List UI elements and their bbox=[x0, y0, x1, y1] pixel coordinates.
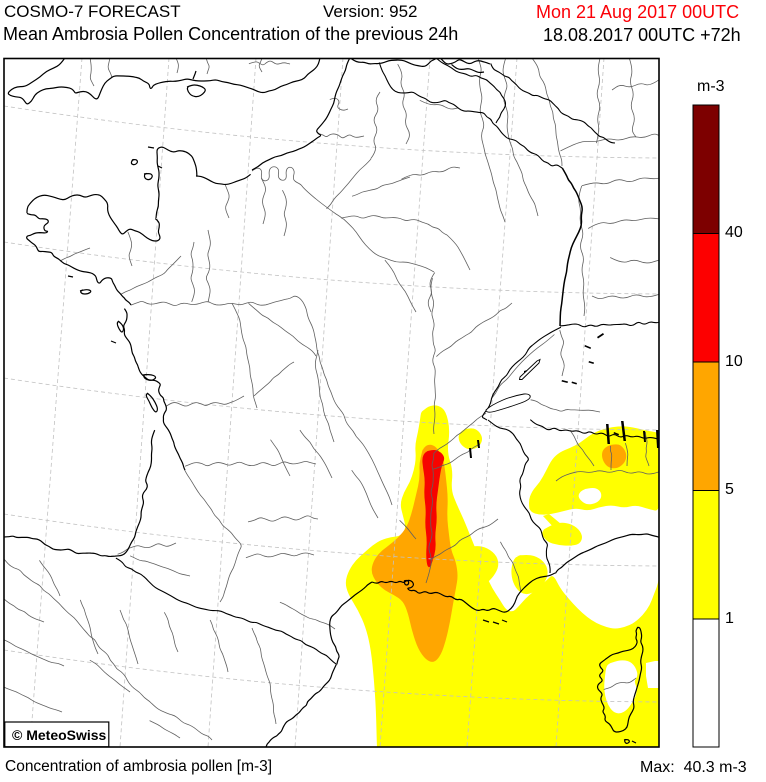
svg-text:© MeteoSwiss: © MeteoSwiss bbox=[12, 727, 107, 743]
